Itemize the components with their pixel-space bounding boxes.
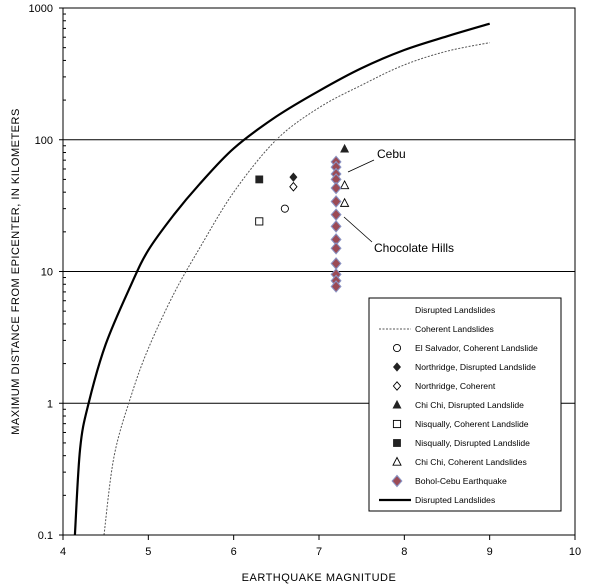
northridge-disrupted-landslide-point xyxy=(289,172,298,182)
legend-label: Chi Chi, Coherent Landslides xyxy=(415,457,527,467)
northridge-coherent-point xyxy=(289,181,298,192)
legend-label: Nisqually, Coherent Landslide xyxy=(415,419,529,429)
chi-chi-disrupted-landslide-point xyxy=(340,143,350,153)
legend-symbol xyxy=(392,456,402,466)
legend-label: Bohol-Cebu Earthquake xyxy=(415,476,507,486)
x-tick-label: 8 xyxy=(401,546,407,558)
annotation-leader xyxy=(343,216,373,243)
legend-symbol xyxy=(393,439,401,447)
bohol-cebu-earthquake-point xyxy=(330,195,342,208)
bohol-cebu-earthquake-point xyxy=(330,280,342,293)
legend-label: Northridge, Coherent xyxy=(415,381,496,391)
legend-label: Chi Chi, Disrupted Landslide xyxy=(415,400,524,410)
legend-symbol xyxy=(392,399,402,409)
legend-symbol xyxy=(393,362,401,372)
y-axis-ticks: 0.1 1 10 100 1000 xyxy=(29,3,66,542)
legend-symbol xyxy=(392,419,402,429)
x-axis-title: EARTHQUAKE MAGNITUDE xyxy=(242,572,397,584)
y-axis-title: MAXIMUM DISTANCE FROM EPICENTER, IN KILO… xyxy=(10,108,22,435)
legend-symbol xyxy=(391,474,403,488)
el-salvador-coherent-landslide-point xyxy=(280,204,289,213)
y-tick-label: 1 xyxy=(47,398,53,410)
x-tick-label: 4 xyxy=(60,546,66,558)
legend-label: Northridge, Disrupted Landslide xyxy=(415,362,536,372)
y-tick-label: 0.1 xyxy=(38,530,53,542)
legend-symbol xyxy=(392,343,402,353)
x-axis-ticks: 4 5 6 7 8 9 10 xyxy=(60,535,581,558)
legend-label: Coherent Landslides xyxy=(415,324,494,334)
annotation-label: Chocolate Hills xyxy=(374,241,454,255)
y-tick-label: 1000 xyxy=(29,3,53,15)
x-tick-label: 7 xyxy=(316,546,322,558)
bohol-cebu-earthquake-point xyxy=(330,220,342,233)
y-tick-label: 10 xyxy=(41,267,53,279)
data-points xyxy=(255,143,350,293)
legend-label: Nisqually, Disrupted Landslide xyxy=(415,438,530,448)
annotations: Cebu Chocolate Hills xyxy=(343,147,454,255)
legend-label: Disrupted Landslides xyxy=(415,305,495,315)
curves xyxy=(73,22,491,536)
bohol-cebu-earthquake-point xyxy=(330,241,342,255)
legend-label: El Salvador, Coherent Landslide xyxy=(415,343,538,353)
x-tick-label: 5 xyxy=(145,546,151,558)
nisqually-coherent-landslide-point xyxy=(255,217,264,226)
bohol-cebu-earthquake-point xyxy=(330,257,342,270)
legend-box xyxy=(368,297,562,512)
nisqually-disrupted-landslide-point xyxy=(255,175,264,184)
legend-symbol xyxy=(392,381,402,391)
chi-chi-coherent-landslides-point xyxy=(339,197,350,207)
annotation-leader xyxy=(347,159,375,173)
annotation-label: Cebu xyxy=(377,147,406,161)
x-tick-label: 10 xyxy=(569,546,581,558)
bohol-cebu-earthquake-point xyxy=(330,208,342,222)
disrupted-landslides-curve xyxy=(73,22,491,536)
bohol-cebu-earthquake-point xyxy=(330,181,342,195)
y-tick-label: 100 xyxy=(35,135,53,147)
chi-chi-coherent-landslides-point xyxy=(339,179,350,190)
legend-label: Disrupted Landslides xyxy=(415,495,495,505)
x-tick-label: 6 xyxy=(231,546,237,558)
legend: Disrupted Landslides Coherent Landslides E… xyxy=(368,297,562,512)
x-tick-label: 9 xyxy=(487,546,493,558)
